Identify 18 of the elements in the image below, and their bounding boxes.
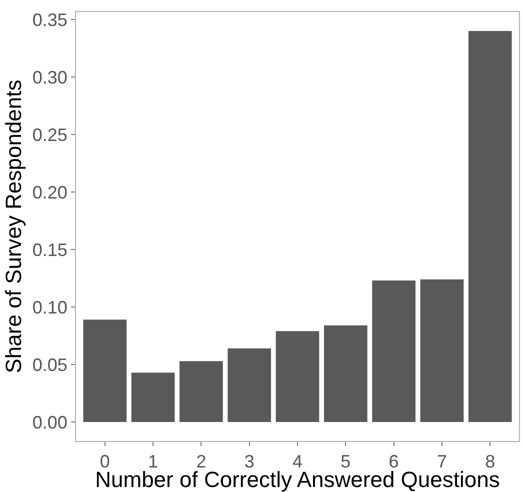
y-tick-label: 0.15 [32,240,68,260]
y-tick-label: 0.10 [32,297,68,318]
bar [83,320,127,422]
bar [420,279,464,422]
bar [228,348,272,422]
bar [468,30,512,422]
bar [180,361,223,422]
y-tick-label: 0.30 [32,67,68,88]
bar [372,280,416,422]
y-tick-label: 0.35 [32,10,68,30]
y-tick-label: 0.05 [32,354,68,375]
y-tick-label: 0.00 [32,412,68,432]
bar [276,331,320,422]
y-axis-title: Share of Survey Respondents [1,80,26,374]
bar [131,372,175,422]
y-tick-label: 0.20 [32,182,68,202]
y-tick-label: 0.25 [32,124,68,145]
bar [324,325,368,422]
